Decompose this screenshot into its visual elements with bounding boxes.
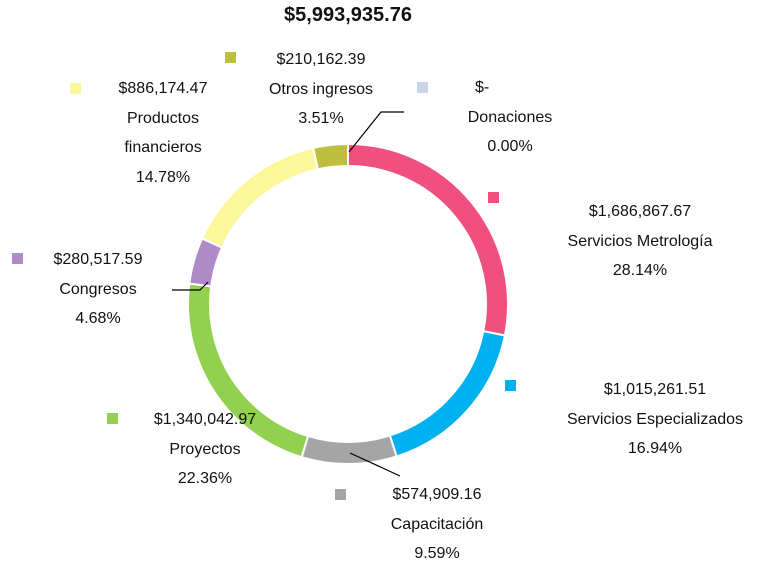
donut-segment [188,237,224,288]
category-label: Productos financieros [124,109,202,157]
percentage-label: 28.14% [612,262,668,279]
legend-swatch [417,82,428,93]
data-label: $886,174.47 Productos financieros 14.78% [98,74,228,192]
category-label: Congresos [59,280,137,298]
leader-line [172,281,209,291]
donut-segment [300,434,398,465]
value-label: $- [475,79,490,96]
category-label: Capacitación [390,515,484,533]
percentage-label: 16.94% [627,440,683,457]
value-label: $210,162.39 [276,51,366,68]
data-label: $1,340,042.97 Proyectos 22.36% [105,405,305,494]
percentage-label: 4.68% [75,310,121,327]
donut-segment [311,142,349,171]
data-label: $1,686,867.67 Servicios Metrología 28.14% [540,197,740,286]
value-label: $1,340,042.97 [153,411,257,428]
data-label: $210,162.39 Otros ingresos 3.51% [221,45,421,134]
category-label: Servicios Metrología [567,232,713,250]
value-label: $886,174.47 [118,80,208,97]
percentage-label: 0.00% [487,138,533,155]
legend-swatch [505,380,516,391]
value-label: $1,686,867.67 [588,203,692,220]
value-label: $574,909.16 [392,486,482,503]
legend-swatch [70,83,81,94]
percentage-label: 14.78% [135,168,191,186]
data-label: $1,015,261.51 Servicios Especializados 16.… [545,375,765,464]
legend-swatch [107,413,118,424]
percentage-label: 22.36% [177,470,233,487]
legend-swatch [335,489,346,500]
chart-title: $5,993,935.76 [284,4,412,26]
donut-segment [347,142,509,337]
legend-swatch [225,52,236,63]
legend-swatch [488,192,499,203]
leader-line [348,111,404,153]
category-label: Donaciones [467,108,553,126]
value-label: $280,517.59 [53,251,143,268]
percentage-label: 3.51% [298,110,344,127]
legend-swatch [12,253,23,264]
donut-segment [388,329,507,458]
category-label: Otros ingresos [268,80,374,98]
donut-segment [200,146,320,249]
data-label: $- Donaciones 0.00% [435,73,585,162]
leader-line [349,452,401,477]
percentage-label: 9.59% [414,545,460,562]
data-label: $280,517.59 Congresos 4.68% [0,245,198,334]
category-label: Proyectos [169,440,241,458]
data-label: $574,909.16 Capacitación 9.59% [337,480,537,569]
donut-segment [187,282,310,459]
value-label: $1,015,261.51 [603,381,707,398]
category-label: Servicios Especializados [566,410,744,428]
